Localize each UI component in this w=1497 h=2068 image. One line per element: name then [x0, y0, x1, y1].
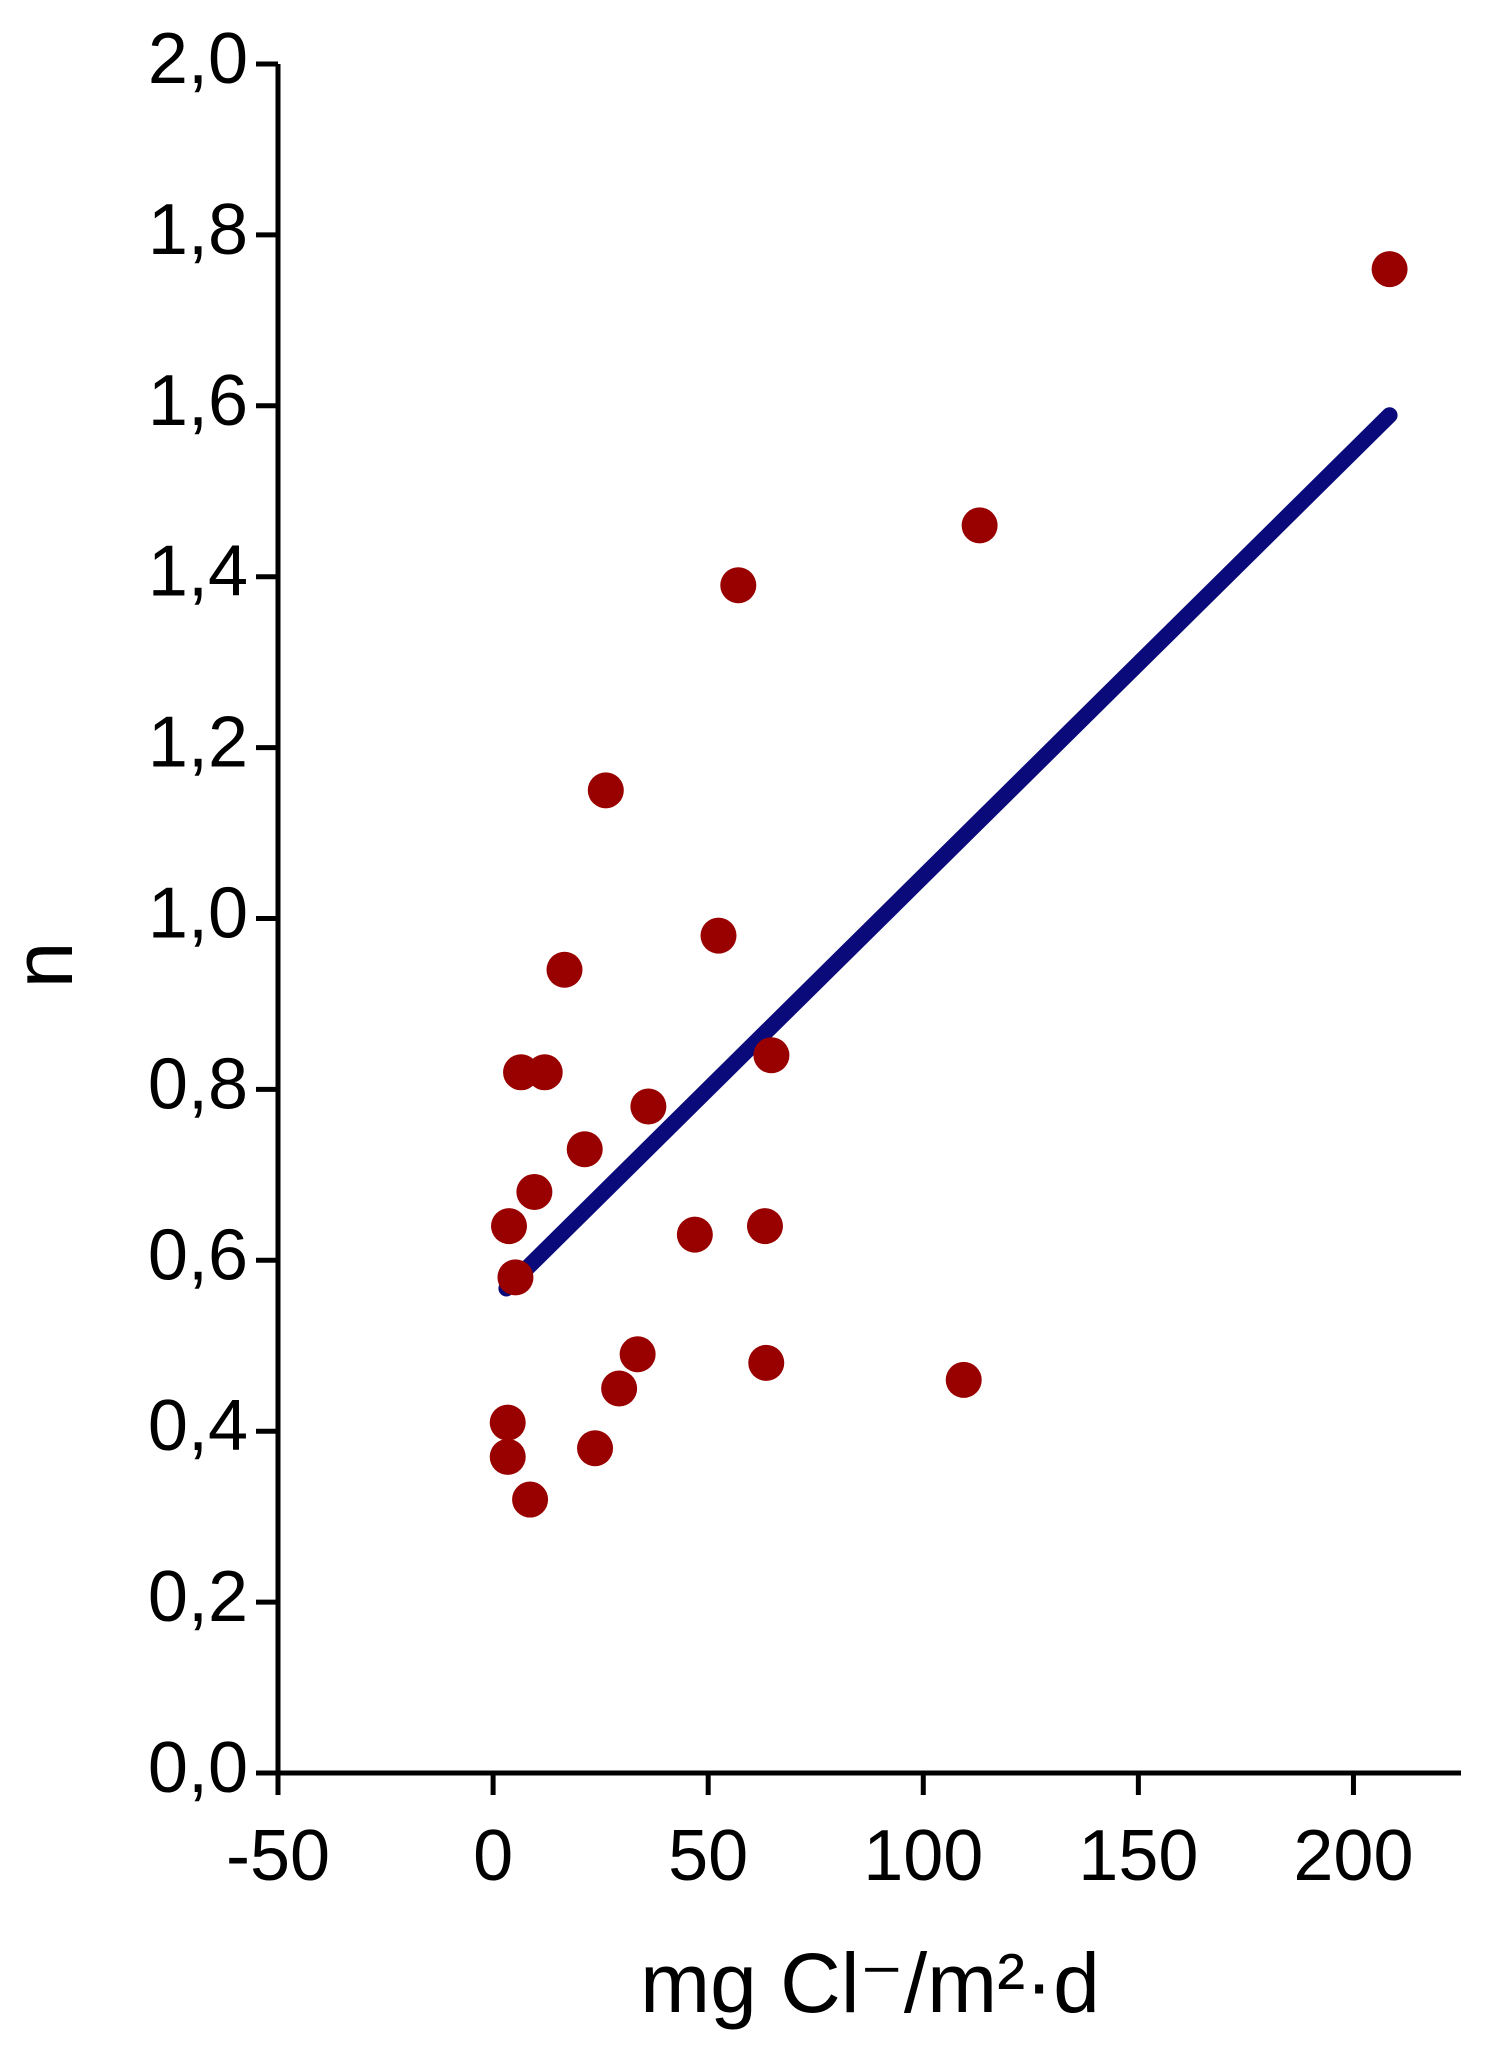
y-tick-label: 2,0 — [148, 19, 248, 99]
x-axis-label: mg Cl⁻/m²·d — [640, 1936, 1100, 2030]
point — [945, 1361, 982, 1398]
point — [601, 1370, 638, 1407]
point — [746, 1208, 783, 1245]
point — [546, 951, 583, 988]
point — [516, 1173, 553, 1210]
y-tick-label: 0,4 — [148, 1386, 248, 1466]
y-tick-label: 1,2 — [148, 703, 248, 783]
y-tick-label: 1,4 — [148, 532, 248, 612]
x-tick-label: 0 — [473, 1816, 513, 1896]
y-tick-label: 0,2 — [148, 1557, 248, 1637]
point — [526, 1054, 563, 1091]
point — [676, 1216, 713, 1253]
point — [1371, 251, 1408, 288]
y-tick-label: 0,6 — [148, 1215, 248, 1295]
point — [748, 1344, 785, 1381]
point — [961, 507, 998, 544]
point — [720, 567, 757, 604]
point — [497, 1259, 534, 1296]
x-tick-label: -50 — [226, 1816, 330, 1896]
y-tick-label: 1,6 — [148, 361, 248, 441]
y-tick-label: 0,8 — [148, 1044, 248, 1124]
point — [577, 1430, 614, 1467]
x-tick-label: 100 — [863, 1816, 983, 1896]
point — [587, 772, 624, 809]
point — [619, 1336, 656, 1373]
point — [489, 1438, 526, 1475]
point — [753, 1037, 790, 1074]
y-tick-label: 0,0 — [148, 1728, 248, 1808]
point — [700, 917, 737, 954]
fit-line — [498, 407, 1398, 1297]
x-tick-label: 50 — [668, 1816, 748, 1896]
y-tick-label: 1,8 — [148, 190, 248, 270]
point — [566, 1131, 603, 1168]
point — [491, 1208, 528, 1245]
y-axis-label: n — [0, 942, 90, 989]
point — [489, 1404, 526, 1441]
point — [512, 1481, 549, 1518]
x-tick-label: 150 — [1078, 1816, 1198, 1896]
x-tick-label: 200 — [1293, 1816, 1413, 1896]
point — [630, 1088, 667, 1125]
y-tick-label: 1,0 — [148, 874, 248, 954]
